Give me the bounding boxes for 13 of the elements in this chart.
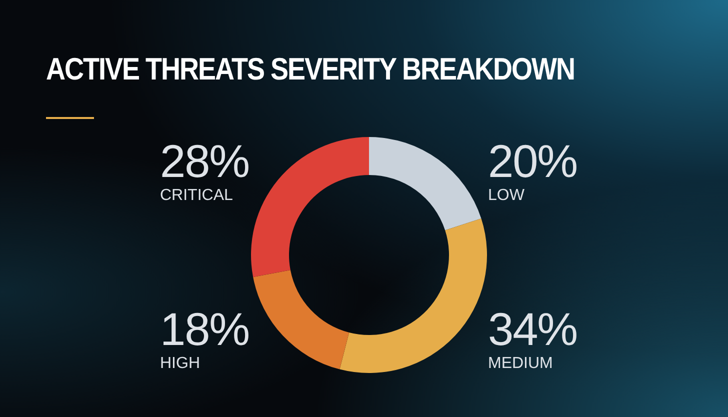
- data-label: 18%: [160, 303, 250, 355]
- data-label: 28%: [160, 135, 250, 187]
- slice-label: LOW: [488, 187, 526, 204]
- data-label: 20%: [488, 135, 578, 187]
- slice-label: MEDIUM: [488, 355, 554, 372]
- donut-slice: [251, 137, 369, 278]
- donut-slice: [369, 137, 482, 230]
- slice-label: HIGH: [160, 355, 201, 372]
- data-label: 34%: [488, 303, 578, 355]
- chart-title: ACTIVE THREATS SEVERITY BREAKDOWN: [46, 52, 575, 88]
- donut-slice: [253, 270, 350, 370]
- donut-slice: [340, 218, 487, 373]
- slice-label: CRITICAL: [160, 187, 234, 204]
